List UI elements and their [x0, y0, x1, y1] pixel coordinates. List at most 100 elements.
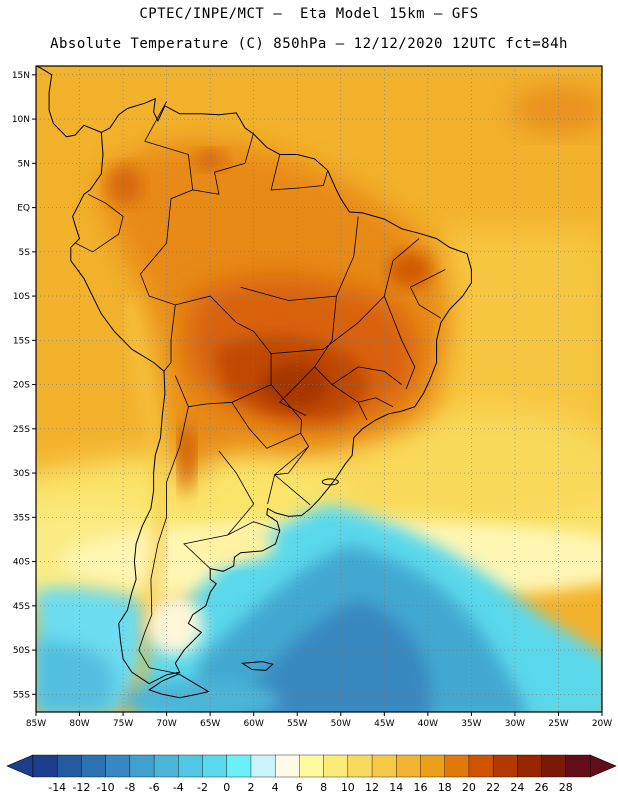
colorbar-label: 6 — [296, 781, 303, 794]
border-line — [383, 295, 416, 390]
colorbar-label: -12 — [72, 781, 90, 794]
colorbar-label: -4 — [173, 781, 184, 794]
colorbar-swatch — [299, 754, 325, 778]
colorbar-swatch — [420, 754, 446, 778]
border-line — [174, 295, 272, 408]
lon-tick-label: 60W — [244, 719, 264, 729]
colorbar-label: 16 — [413, 781, 427, 794]
lat-tick-label: 45S — [13, 602, 30, 612]
lon-tick-label: 65W — [200, 719, 220, 729]
falklands-coastline — [240, 661, 274, 671]
colorbar-swatch — [81, 754, 107, 778]
colorbar-high-arrow — [589, 754, 617, 778]
lat-tick-label: 10S — [13, 292, 30, 302]
colorbar-label: -10 — [97, 781, 115, 794]
border-line — [183, 450, 255, 569]
colorbar-swatch — [153, 754, 179, 778]
colorbar-label: 12 — [365, 781, 379, 794]
border-line — [231, 384, 303, 449]
colorbar-label: -2 — [197, 781, 208, 794]
lat-tick-label: 15N — [12, 71, 30, 81]
colorbar-label: 18 — [438, 781, 452, 794]
temperature-field — [36, 66, 602, 712]
lat-tick-label: 40S — [13, 558, 30, 568]
colorbar-label: 10 — [341, 781, 355, 794]
lon-tick-label: 50W — [331, 719, 351, 729]
colorbar-label: 8 — [320, 781, 327, 794]
title-line-1: CPTEC/INPE/MCT – Eta Model 15km – GFS — [139, 6, 479, 22]
longitude-axis: 85W 80W 75W 70W 65W 60W 55W 50W 45W 40W 35W 30W 25W 2… — [26, 712, 612, 729]
colorbar-swatch — [396, 754, 421, 778]
lon-tick-label: 70W — [156, 719, 176, 729]
lon-tick-label: 35W — [461, 719, 481, 729]
border-line — [227, 521, 280, 536]
lat-tick-label: 15S — [13, 336, 30, 346]
lat-tick-label: 55S — [13, 690, 30, 700]
title-line-2: Absolute Temperature (C) 850hPa – 12/12/… — [50, 36, 568, 52]
colorbar-label: 4 — [272, 781, 279, 794]
colorbar-label: -8 — [124, 781, 135, 794]
colorbar-swatch — [323, 754, 349, 778]
lat-tick-label: 5N — [18, 159, 30, 169]
colorbar-swatch — [226, 754, 252, 778]
colorbar-swatch — [517, 754, 543, 778]
lon-tick-label: 85W — [26, 719, 46, 729]
lat-tick-label: 50S — [13, 646, 30, 656]
colorbar-swatch — [347, 754, 373, 778]
tierra-del-fuego-coastline — [148, 673, 210, 699]
lagoon-outline — [321, 478, 339, 486]
colorbar-swatch — [541, 754, 567, 778]
border-line — [273, 446, 311, 506]
lat-tick-label: 5S — [19, 248, 31, 258]
border-line — [279, 366, 315, 416]
colorbar-label: 26 — [535, 781, 549, 794]
border-line — [409, 269, 446, 319]
colorbar-swatch — [202, 754, 228, 778]
colorbar-swatch — [274, 754, 300, 778]
border-line — [192, 132, 255, 195]
colorbar-swatch — [129, 754, 155, 778]
lon-tick-label: 25W — [548, 719, 568, 729]
lon-tick-label: 45W — [374, 719, 394, 729]
colorbar-swatch — [105, 754, 131, 778]
latitude-axis: 15N 10N 5N EQ 5S 10S 15S 20S 25S 30S 35S 40S 45S 50S 5… — [12, 71, 36, 700]
colorbar-label: 2 — [247, 781, 254, 794]
colorbar-swatch — [565, 754, 591, 778]
colorbar-swatch — [57, 754, 82, 778]
colorbar-legend: -14 -12 -10 -8 -6 -4 -2 0 2 4 6 8 10 12 14 16 18 20 22 24 26… — [6, 754, 617, 794]
colorbar-label: 0 — [223, 781, 230, 794]
lon-tick-label: 75W — [113, 719, 133, 729]
colorbar-swatch — [444, 754, 470, 778]
border-line — [138, 406, 189, 675]
border-line — [331, 366, 402, 385]
coastlines — [35, 65, 472, 699]
colorbar-label: 14 — [389, 781, 403, 794]
colorbar-label: 20 — [462, 781, 476, 794]
border-line — [144, 101, 194, 244]
lat-tick-label: 35S — [13, 513, 30, 523]
lat-tick-label: EQ — [17, 204, 30, 214]
lat-tick-label: 25S — [13, 425, 30, 435]
colorbar-label: -6 — [149, 781, 160, 794]
central-america-coastline — [35, 65, 102, 138]
border-line — [270, 154, 329, 191]
lon-tick-label: 30W — [505, 719, 525, 729]
map-frame — [35, 65, 603, 713]
political-boundaries — [75, 101, 446, 675]
lat-tick-label: 10N — [12, 115, 30, 125]
south-america-coastline — [70, 97, 472, 685]
lon-tick-label: 55W — [287, 719, 307, 729]
colorbar-label: 22 — [486, 781, 500, 794]
border-line — [358, 397, 394, 408]
lon-tick-label: 20W — [592, 719, 612, 729]
border-line — [75, 193, 124, 253]
lon-tick-label: 80W — [69, 719, 89, 729]
colorbar-swatch — [32, 754, 58, 778]
lon-tick-label: 40W — [418, 719, 438, 729]
colorbar-label: 28 — [559, 781, 573, 794]
border-line — [271, 238, 420, 354]
border-line — [314, 296, 368, 421]
colorbar-swatch — [178, 754, 204, 778]
colorbar-label: 24 — [510, 781, 524, 794]
